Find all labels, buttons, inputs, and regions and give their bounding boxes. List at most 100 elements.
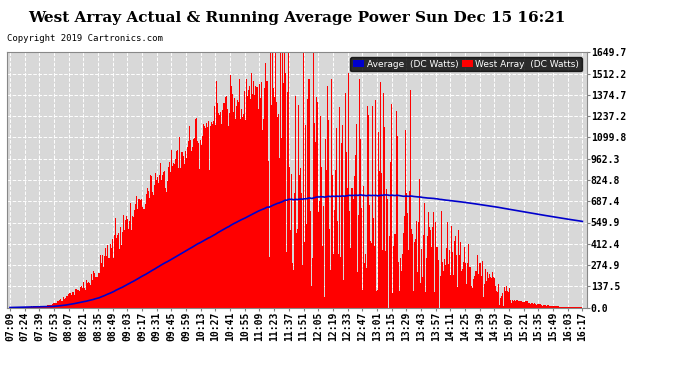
Bar <box>486 272 488 308</box>
Bar <box>206 123 207 308</box>
Bar <box>467 262 469 308</box>
Bar <box>463 262 464 308</box>
Bar <box>514 300 515 307</box>
Bar <box>543 305 544 308</box>
Bar <box>139 200 141 308</box>
Bar <box>175 159 177 308</box>
Bar <box>207 127 208 308</box>
Bar <box>524 302 526 307</box>
Bar <box>291 174 292 308</box>
Bar <box>246 79 247 308</box>
Bar <box>329 229 330 308</box>
Bar <box>452 252 453 308</box>
Bar <box>287 92 288 308</box>
Bar <box>25 307 26 308</box>
Bar <box>407 213 408 308</box>
Bar <box>408 250 409 308</box>
Bar <box>550 306 551 308</box>
Bar <box>76 289 77 308</box>
Bar <box>480 276 482 308</box>
Bar <box>170 172 171 308</box>
Bar <box>327 86 328 308</box>
Bar <box>121 245 122 308</box>
Bar <box>308 79 310 308</box>
Bar <box>428 211 429 308</box>
Bar <box>40 306 41 308</box>
Bar <box>280 53 281 308</box>
Bar <box>256 87 257 308</box>
Bar <box>119 249 120 308</box>
Bar <box>148 191 149 308</box>
Bar <box>83 282 84 308</box>
Bar <box>277 117 278 308</box>
Bar <box>118 232 119 308</box>
Bar <box>505 291 506 308</box>
Bar <box>317 212 319 308</box>
Bar <box>111 248 112 308</box>
Bar <box>546 306 547 308</box>
Bar <box>242 117 243 308</box>
Bar <box>240 118 241 308</box>
Bar <box>221 124 222 308</box>
Bar <box>382 251 383 308</box>
Bar <box>380 82 381 308</box>
Bar <box>193 139 194 308</box>
Bar <box>435 222 437 308</box>
Bar <box>113 258 114 307</box>
Bar <box>395 111 397 308</box>
Bar <box>420 283 421 308</box>
Bar <box>272 53 273 308</box>
Bar <box>488 278 489 308</box>
Bar <box>339 108 340 307</box>
Bar <box>147 188 148 308</box>
Bar <box>326 170 327 308</box>
Bar <box>42 306 43 308</box>
Bar <box>476 271 477 308</box>
Bar <box>293 270 294 308</box>
Bar <box>171 150 172 308</box>
Bar <box>506 286 507 308</box>
Bar <box>478 274 480 308</box>
Bar <box>154 185 155 308</box>
Bar <box>377 290 378 308</box>
Bar <box>65 298 66 307</box>
Bar <box>497 292 498 308</box>
Bar <box>26 307 27 308</box>
Bar <box>159 175 160 308</box>
Bar <box>336 128 337 308</box>
Bar <box>373 217 374 308</box>
Bar <box>368 115 369 308</box>
Bar <box>331 79 332 308</box>
Bar <box>200 141 201 308</box>
Bar <box>532 303 533 307</box>
Bar <box>82 288 83 308</box>
Bar <box>197 141 198 308</box>
Bar <box>299 175 300 308</box>
Bar <box>465 263 466 308</box>
Bar <box>518 301 520 307</box>
Bar <box>406 193 407 308</box>
Bar <box>199 170 200 308</box>
Bar <box>526 302 528 307</box>
Bar <box>20 307 21 308</box>
Bar <box>213 122 215 308</box>
Bar <box>337 221 338 308</box>
Bar <box>253 81 254 308</box>
Bar <box>254 94 255 308</box>
Bar <box>77 290 78 308</box>
Bar <box>192 147 193 308</box>
Bar <box>75 289 76 308</box>
Bar <box>448 250 450 307</box>
Bar <box>286 252 287 308</box>
Bar <box>110 244 111 308</box>
Bar <box>289 167 290 308</box>
Bar <box>325 138 326 308</box>
Bar <box>80 287 81 308</box>
Bar <box>235 118 236 308</box>
Bar <box>34 306 35 308</box>
Bar <box>123 215 124 308</box>
Bar <box>410 90 411 308</box>
Bar <box>558 306 560 308</box>
Bar <box>531 303 532 307</box>
Bar <box>216 81 217 308</box>
